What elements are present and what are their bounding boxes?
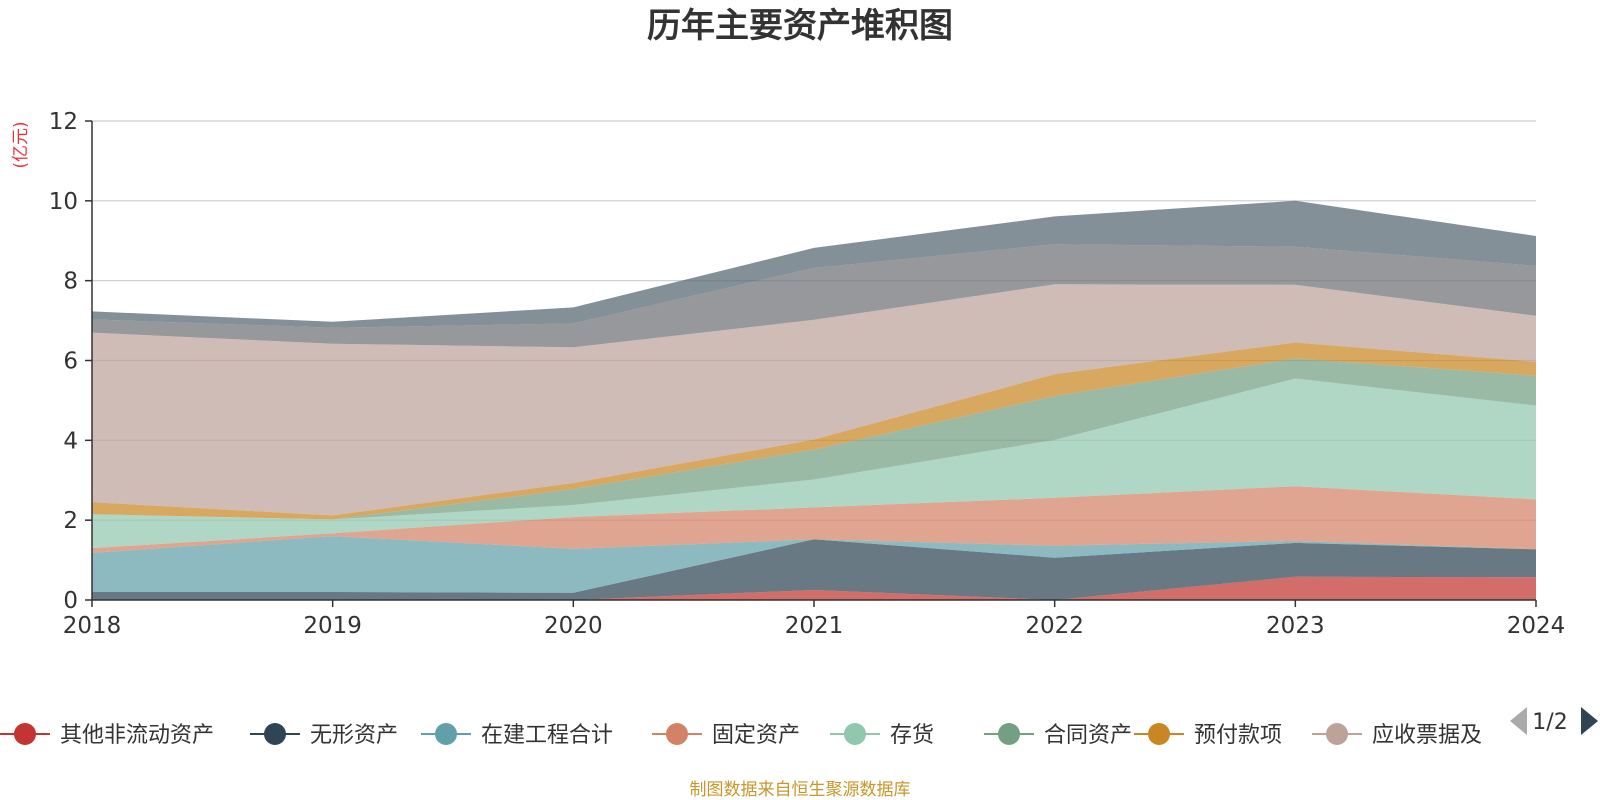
legend-label: 无形资产 [310, 723, 398, 748]
legend-next-arrow-icon[interactable] [1581, 707, 1598, 735]
legend-item-应收票据及应收账款[interactable]: 应收票据及 [1312, 723, 1482, 748]
legend-item-固定资产[interactable]: 固定资产 [652, 723, 800, 748]
legend-label: 存货 [890, 723, 934, 748]
legend-label: 固定资产 [712, 723, 800, 748]
area-应收票据及应收账款 [92, 284, 1536, 516]
x-tick-label: 2024 [1507, 613, 1566, 639]
legend-item-存货[interactable]: 存货 [830, 723, 934, 748]
area-固定资产 [92, 486, 1536, 553]
x-tick-label: 2022 [1025, 613, 1084, 639]
legend-label: 预付款项 [1194, 723, 1282, 748]
y-tick-label: 12 [49, 109, 78, 135]
legend-page-indicator: 1/2 [1532, 710, 1567, 735]
area-无形资产 [92, 539, 1536, 600]
legend-marker-icon [666, 723, 688, 745]
legend-marker-icon [844, 723, 866, 745]
y-axis-unit: (亿元) [11, 121, 31, 168]
chart-title: 历年主要资产堆积图 [647, 6, 953, 46]
x-tick-label: 2020 [544, 613, 603, 639]
data-source-note: 制图数据来自恒生聚源数据库 [690, 780, 911, 800]
area-存货 [92, 378, 1536, 549]
y-tick-label: 6 [63, 349, 78, 375]
area-系列10 [92, 200, 1536, 328]
legend-marker-icon [1148, 723, 1170, 745]
legend-item-无形资产[interactable]: 无形资产 [250, 723, 398, 748]
area-合同资产 [92, 358, 1536, 520]
y-tick-label: 10 [49, 189, 78, 215]
x-tick-label: 2018 [63, 613, 122, 639]
x-tick-label: 2021 [785, 613, 844, 639]
legend-item-合同资产[interactable]: 合同资产 [984, 723, 1132, 748]
legend-pager[interactable]: 1/2 [1510, 707, 1598, 735]
area-其他非流动资产 [92, 576, 1536, 600]
y-tick-label: 2 [63, 508, 78, 534]
x-tick-label: 2019 [303, 613, 362, 639]
area-series-layer [92, 200, 1536, 600]
legend-label: 其他非流动资产 [60, 723, 214, 748]
y-tick-label: 8 [63, 269, 78, 295]
axes: 0 2 4 6 8 10 12 2018 2019 2020 2021 2022 2023 2024 [49, 109, 1566, 639]
x-tick-label: 2023 [1266, 613, 1325, 639]
legend-item-预付款项[interactable]: 预付款项 [1134, 723, 1282, 748]
legend-item-在建工程合计[interactable]: 在建工程合计 [421, 723, 613, 748]
legend[interactable]: 其他非流动资产 无形资产 在建工程合计 固定资产 存货 合同资产 预付款项 应收票据及 [0, 723, 1482, 748]
area-系列9 [92, 244, 1536, 348]
legend-label: 合同资产 [1044, 723, 1132, 748]
legend-marker-icon [14, 723, 36, 745]
area-预付款项 [92, 342, 1536, 520]
legend-marker-icon [998, 723, 1020, 745]
y-tick-label: 0 [63, 588, 78, 614]
legend-label: 应收票据及 [1372, 723, 1482, 748]
legend-marker-icon [435, 723, 457, 745]
legend-label: 在建工程合计 [481, 723, 613, 748]
legend-marker-icon [264, 723, 286, 745]
y-tick-label: 4 [63, 428, 78, 454]
legend-prev-arrow-icon[interactable] [1510, 707, 1527, 735]
area-在建工程合计 [92, 536, 1536, 593]
legend-item-其他非流动资产[interactable]: 其他非流动资产 [0, 723, 214, 748]
legend-marker-icon [1326, 723, 1348, 745]
